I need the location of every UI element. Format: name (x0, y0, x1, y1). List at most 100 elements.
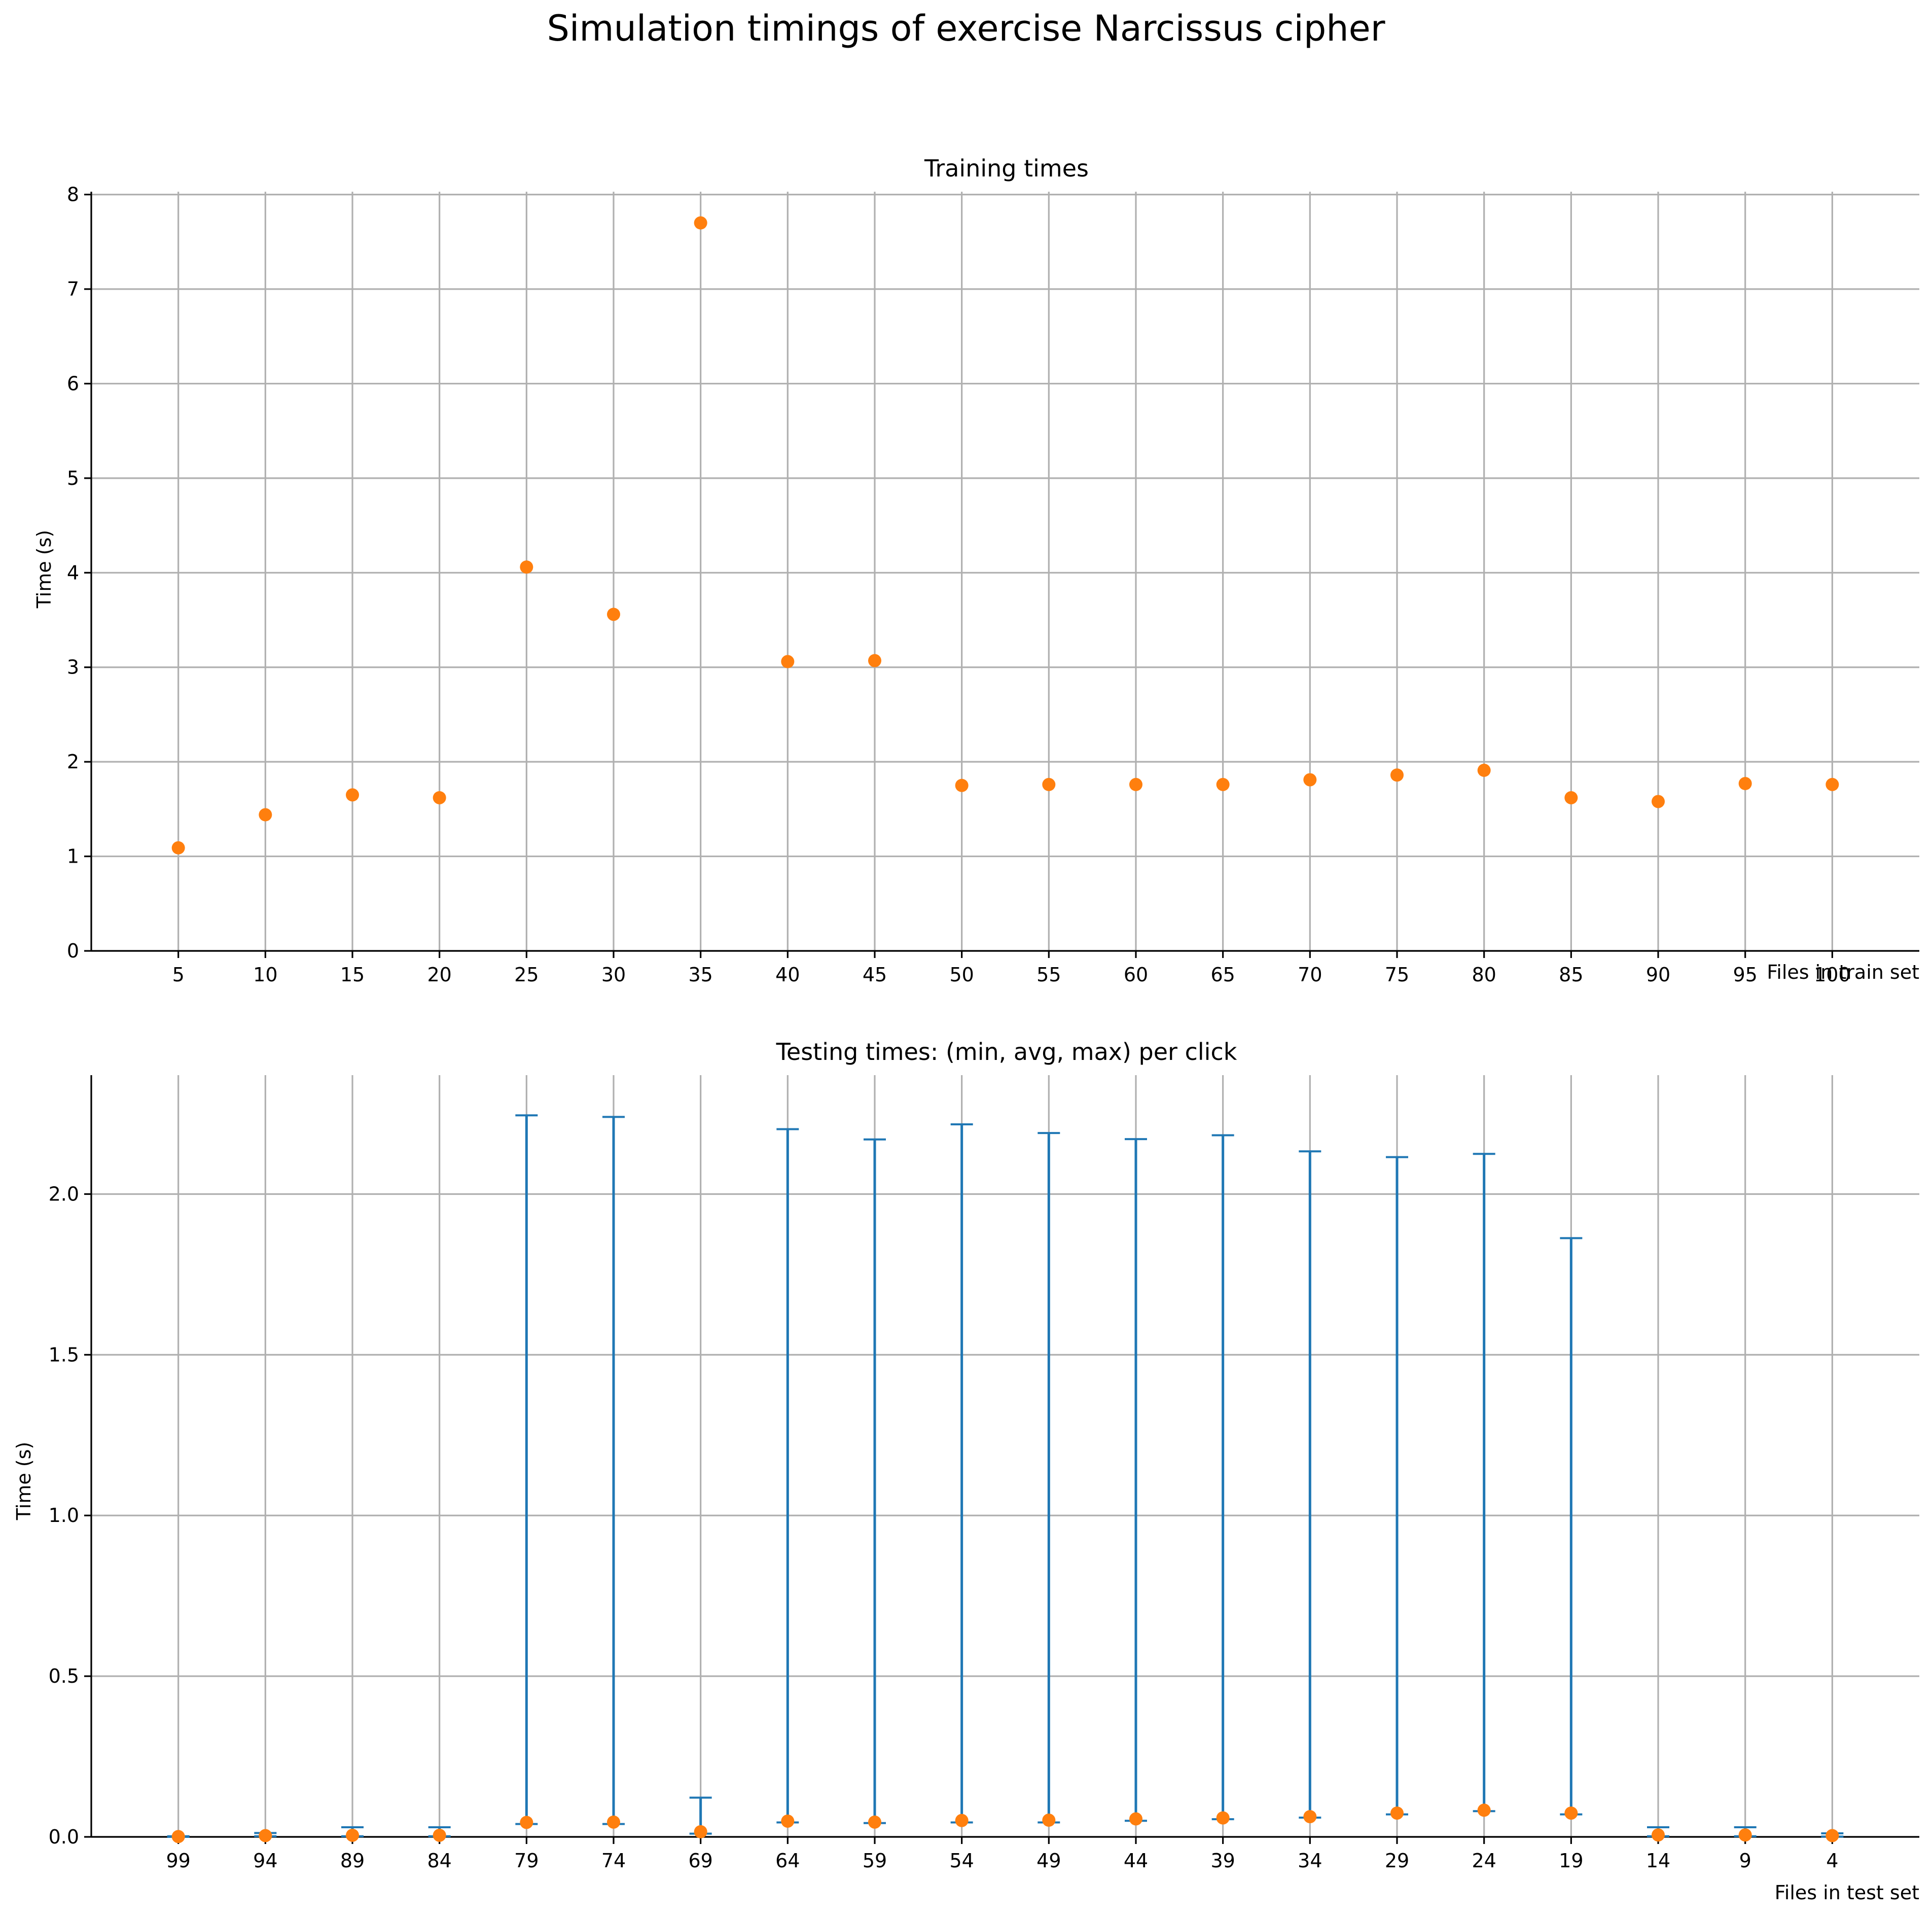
avg-point (1303, 1810, 1317, 1824)
data-point (955, 778, 969, 792)
data-point (1042, 777, 1056, 791)
y-tick-label: 1.5 (49, 1343, 79, 1366)
x-tick-label: 50 (949, 964, 974, 986)
x-tick-label: 80 (1472, 964, 1496, 986)
x-tick-label: 65 (1210, 964, 1235, 986)
x-tick-label: 59 (863, 1850, 887, 1872)
testing-plot-title: Testing times: (min, avg, max) per click (776, 1038, 1237, 1066)
avg-point (1738, 1828, 1752, 1842)
avg-point (607, 1815, 620, 1829)
x-tick-label: 15 (340, 964, 365, 986)
avg-point (1826, 1829, 1839, 1842)
training-x-axis-label: Files in train set (1767, 961, 1919, 983)
x-tick-label: 89 (340, 1850, 365, 1872)
x-tick-label: 30 (601, 964, 626, 986)
data-point (1216, 777, 1230, 791)
avg-point (1042, 1814, 1056, 1827)
y-tick-label: 4 (67, 561, 79, 584)
x-tick-label: 44 (1124, 1850, 1148, 1872)
data-point (1564, 791, 1578, 804)
x-tick-label: 19 (1559, 1850, 1583, 1872)
x-tick-label: 100 (1814, 964, 1851, 986)
y-tick-label: 2 (67, 751, 79, 773)
testing-x-axis-label: Files in test set (1775, 1882, 1919, 1904)
avg-point (259, 1829, 272, 1842)
avg-point (1390, 1806, 1404, 1820)
x-tick-label: 84 (427, 1850, 451, 1872)
x-tick-label: 95 (1733, 964, 1757, 986)
avg-point (1216, 1811, 1230, 1825)
avg-point (433, 1828, 446, 1842)
y-tick-label: 3 (67, 656, 79, 679)
x-tick-label: 79 (514, 1850, 539, 1872)
y-tick-label: 0.0 (49, 1826, 79, 1848)
x-tick-label: 75 (1385, 964, 1409, 986)
x-tick-label: 10 (253, 964, 277, 986)
y-tick-label: 2.0 (49, 1183, 79, 1205)
y-tick-label: 6 (67, 372, 79, 395)
x-tick-label: 90 (1646, 964, 1670, 986)
y-tick-label: 1.0 (49, 1504, 79, 1527)
data-point (694, 216, 707, 230)
x-tick-label: 5 (172, 964, 185, 986)
x-tick-label: 69 (688, 1850, 712, 1872)
x-tick-label: 49 (1036, 1850, 1061, 1872)
y-tick-label: 5 (67, 467, 79, 489)
x-tick-label: 40 (775, 964, 800, 986)
y-tick-label: 0 (67, 940, 79, 962)
figure-suptitle: Simulation timings of exercise Narcissus… (547, 8, 1385, 49)
x-tick-label: 35 (688, 964, 712, 986)
x-tick-label: 64 (775, 1850, 800, 1872)
x-tick-label: 29 (1385, 1850, 1409, 1872)
x-tick-label: 94 (253, 1850, 277, 1872)
x-tick-label: 9 (1739, 1850, 1751, 1872)
avg-point (1652, 1828, 1665, 1842)
y-tick-label: 8 (67, 184, 79, 206)
training-plot-title: Training times (924, 155, 1089, 182)
data-point (171, 841, 185, 855)
data-point (1826, 777, 1839, 791)
data-point (607, 608, 620, 621)
x-tick-label: 54 (949, 1850, 974, 1872)
avg-point (955, 1814, 969, 1827)
avg-point (694, 1825, 707, 1838)
training-times-plot: Training times Files in train set Time (… (33, 155, 1919, 986)
data-point (781, 655, 795, 668)
x-tick-label: 85 (1559, 964, 1583, 986)
data-point (1477, 763, 1491, 777)
x-tick-label: 70 (1298, 964, 1322, 986)
avg-point (520, 1816, 533, 1829)
x-tick-label: 24 (1472, 1850, 1496, 1872)
x-tick-label: 60 (1124, 964, 1148, 986)
data-point (259, 808, 272, 822)
avg-point (1564, 1806, 1578, 1820)
x-tick-label: 34 (1298, 1850, 1322, 1872)
data-point (868, 654, 881, 667)
x-tick-label: 45 (863, 964, 887, 986)
avg-point (346, 1828, 359, 1842)
avg-point (781, 1814, 795, 1828)
avg-point (1129, 1812, 1142, 1826)
data-point (1129, 777, 1142, 791)
data-point (1390, 768, 1404, 782)
y-tick-label: 1 (67, 845, 79, 868)
x-tick-label: 25 (514, 964, 539, 986)
x-tick-label: 14 (1646, 1850, 1670, 1872)
testing-y-axis-label: Time (s) (13, 1442, 35, 1521)
x-tick-label: 4 (1826, 1850, 1838, 1872)
y-tick-label: 0.5 (49, 1665, 79, 1687)
x-tick-label: 20 (427, 964, 451, 986)
avg-point (1477, 1803, 1491, 1817)
testing-times-plot: Testing times: (min, avg, max) per click… (13, 1038, 1919, 1904)
data-point (346, 788, 359, 802)
x-tick-label: 39 (1210, 1850, 1235, 1872)
y-tick-label: 7 (67, 278, 79, 300)
avg-point (171, 1830, 185, 1843)
data-point (1652, 795, 1665, 808)
x-tick-label: 55 (1036, 964, 1061, 986)
data-point (1738, 777, 1752, 791)
training-y-axis-label: Time (s) (33, 530, 55, 609)
data-point (1303, 773, 1317, 787)
data-point (520, 560, 533, 574)
